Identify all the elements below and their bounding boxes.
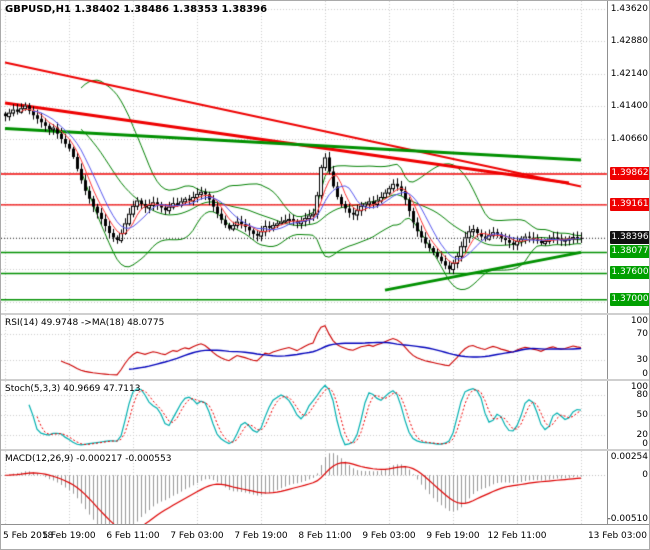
price-chart-canvas[interactable] — [1, 1, 649, 313]
rsi-axis-label: 30 — [636, 354, 648, 365]
macd-indicator-label: MACD(12,26,9) -0.000217 -0.000553 — [5, 454, 172, 464]
time-axis-label: 12 Feb 11:00 — [487, 531, 547, 541]
time-axis-label: 6 Feb 11:00 — [106, 531, 160, 541]
macd-axis-label: -0.00510 — [607, 514, 648, 524]
time-axis-label: 5 Feb 2018 — [3, 531, 54, 541]
time-axis-label: 7 Feb 19:00 — [234, 531, 288, 541]
macd-panel: MACD(12,26,9) -0.000217 -0.000553 0.0025… — [1, 449, 649, 524]
rsi-canvas[interactable] — [1, 315, 649, 379]
price-axis-label: 1.42140 — [610, 68, 648, 79]
resistance-price-badge: 1.39161 — [610, 197, 649, 211]
stoch-axis-label: 100 — [630, 382, 648, 392]
price-axis-label: 1.40660 — [610, 133, 648, 144]
time-axis-label: 9 Feb 03:00 — [362, 531, 416, 541]
resistance-price-badge: 1.39862 — [610, 167, 649, 181]
time-axis-label: 8 Feb 11:00 — [298, 531, 352, 541]
time-axis-label: 9 Feb 19:00 — [426, 531, 480, 541]
price-panel: GBPUSD,H1 1.38402 1.38486 1.38353 1.3839… — [1, 1, 649, 313]
stoch-axis-label: 50 — [636, 410, 648, 420]
price-axis-label: 1.43620 — [610, 3, 648, 14]
rsi-axis-label: 100 — [630, 316, 648, 326]
stoch-axis-label: 20 — [636, 430, 648, 441]
macd-axis: 0.00254 0 -0.00510 — [607, 451, 649, 524]
chart-title: GBPUSD,H1 1.38402 1.38486 1.38353 1.3839… — [5, 4, 268, 15]
stoch-axis-label: 80 — [636, 389, 648, 400]
rsi-axis-label: 0 — [642, 369, 648, 379]
support-price-badge: 1.37600 — [610, 266, 649, 280]
price-axis-label: 1.41400 — [610, 101, 648, 112]
stochastic-panel: Stoch(5,3,3) 40.9669 47.7113 100 80 50 2… — [1, 379, 649, 449]
macd-canvas[interactable] — [1, 451, 649, 524]
rsi-indicator-label: RSI(14) 49.9748 ->MA(18) 48.0775 — [5, 318, 165, 328]
support-price-badge: 1.37000 — [610, 292, 649, 306]
rsi-axis-label: 70 — [636, 329, 648, 340]
rsi-axis: 100 70 30 0 — [607, 315, 649, 379]
time-axis-label: 5 Feb 19:00 — [42, 531, 96, 541]
current-price-badge: 1.38396 — [610, 231, 649, 245]
support-price-badge: 1.38077 — [610, 245, 649, 259]
stochastic-axis: 100 80 50 20 0 — [607, 381, 649, 449]
time-axis-label: 7 Feb 03:00 — [170, 531, 224, 541]
stoch-axis-label: 0 — [642, 439, 648, 449]
time-axis: 5 Feb 2018 5 Feb 19:00 6 Feb 11:00 7 Feb… — [1, 524, 649, 549]
price-axis: 1.43620 1.42880 1.42140 1.41400 1.40660 … — [607, 1, 649, 313]
stochastic-canvas[interactable] — [1, 381, 649, 449]
time-axis-label: 13 Feb 03:00 — [587, 531, 647, 541]
stochastic-indicator-label: Stoch(5,3,3) 40.9669 47.7113 — [5, 384, 141, 394]
macd-axis-label: 0.00254 — [610, 452, 648, 462]
price-axis-label: 1.42880 — [610, 36, 648, 47]
macd-axis-label: 0 — [642, 470, 648, 481]
rsi-panel: RSI(14) 49.9748 ->MA(18) 48.0775 100 70 … — [1, 313, 649, 379]
